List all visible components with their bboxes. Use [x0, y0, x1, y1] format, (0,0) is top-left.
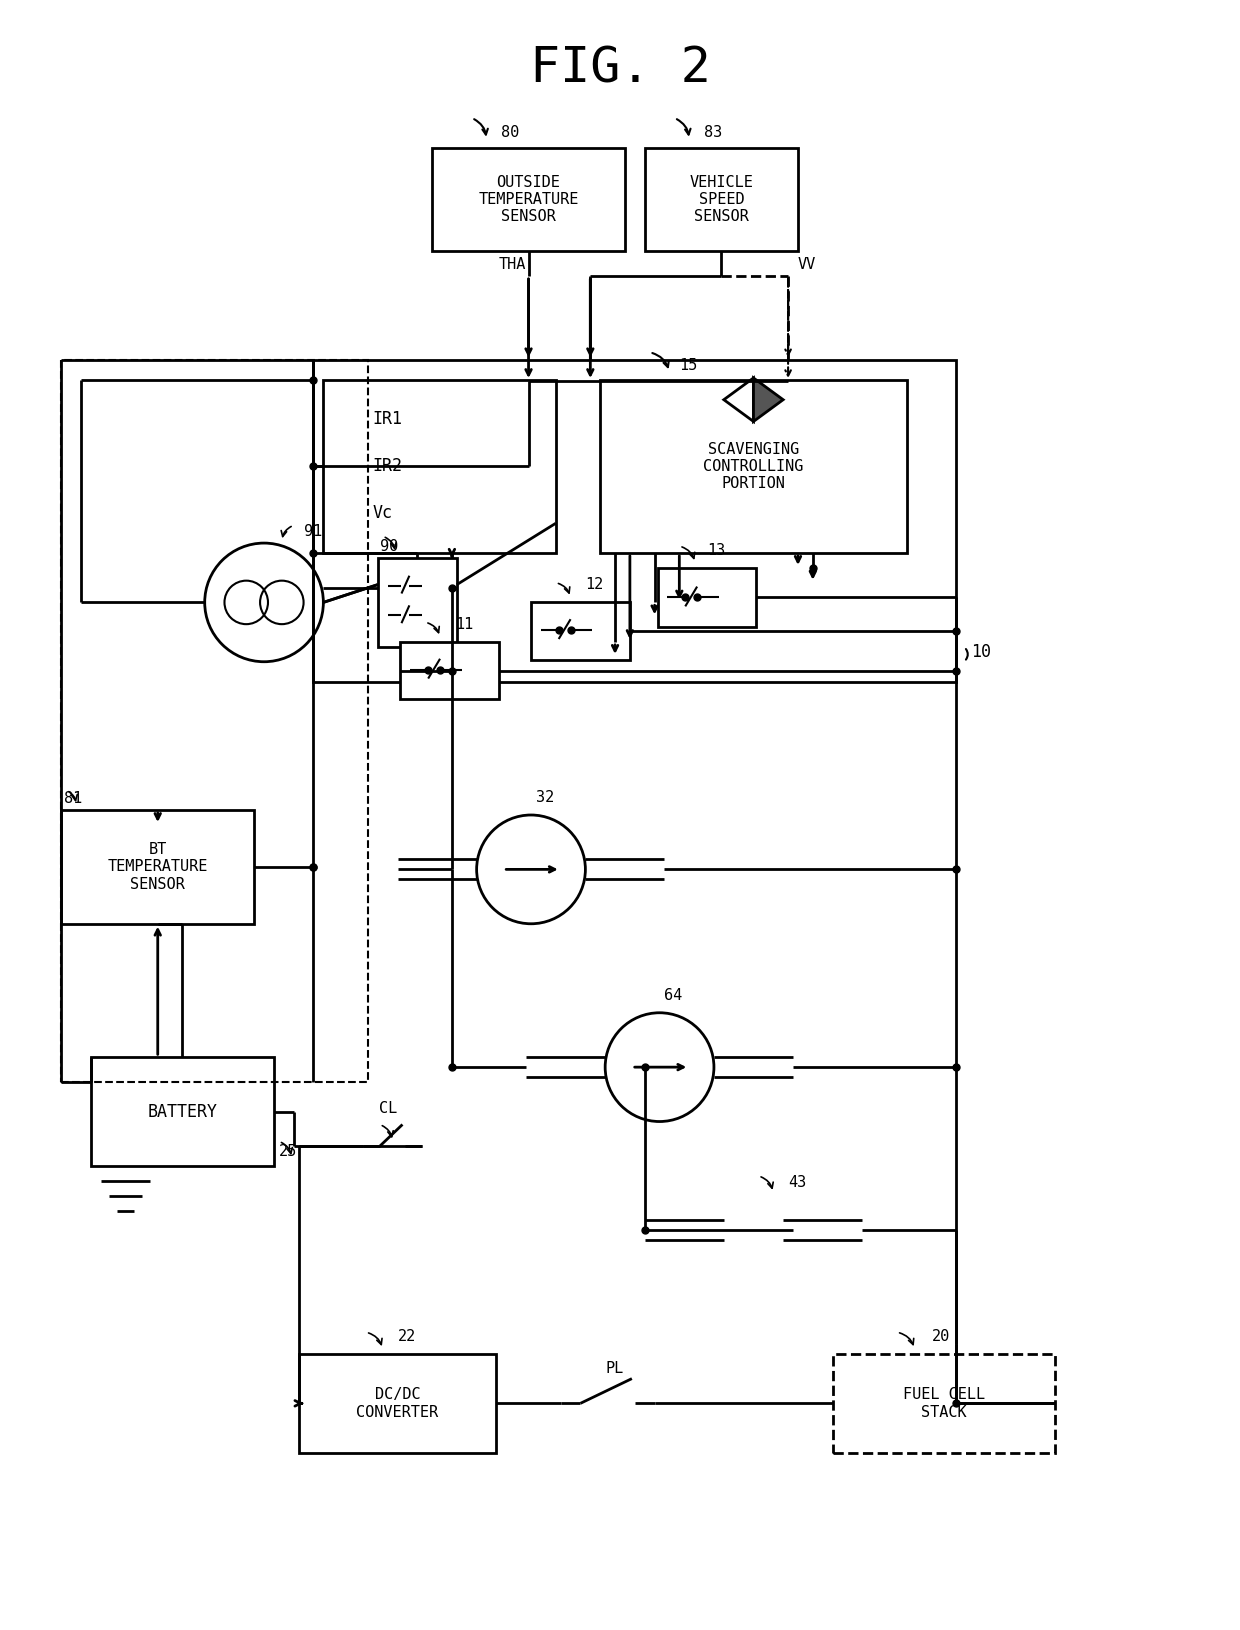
Text: CL: CL — [378, 1102, 397, 1117]
FancyBboxPatch shape — [401, 642, 500, 699]
Text: PL: PL — [606, 1361, 624, 1376]
Text: IR2: IR2 — [373, 456, 403, 474]
FancyBboxPatch shape — [531, 603, 630, 660]
Text: BATTERY: BATTERY — [148, 1102, 217, 1121]
FancyBboxPatch shape — [378, 557, 456, 647]
Text: 11: 11 — [455, 616, 474, 632]
Text: SCAVENGING
CONTROLLING
PORTION: SCAVENGING CONTROLLING PORTION — [703, 442, 804, 491]
Text: 81: 81 — [64, 791, 83, 805]
Text: 80: 80 — [501, 126, 520, 140]
Text: 12: 12 — [585, 577, 604, 592]
FancyBboxPatch shape — [645, 148, 799, 251]
FancyBboxPatch shape — [91, 1058, 274, 1165]
Text: 25: 25 — [279, 1144, 298, 1159]
FancyBboxPatch shape — [432, 148, 625, 251]
Text: OUTSIDE
TEMPERATURE
SENSOR: OUTSIDE TEMPERATURE SENSOR — [479, 174, 579, 225]
Text: BT
TEMPERATURE
SENSOR: BT TEMPERATURE SENSOR — [108, 843, 208, 892]
Text: 10: 10 — [971, 642, 991, 660]
Text: 43: 43 — [789, 1175, 806, 1190]
FancyBboxPatch shape — [832, 1355, 1055, 1452]
Text: FIG. 2: FIG. 2 — [529, 44, 711, 93]
Text: 64: 64 — [665, 988, 683, 1004]
FancyBboxPatch shape — [657, 567, 756, 628]
Text: 32: 32 — [536, 789, 554, 805]
FancyBboxPatch shape — [61, 810, 254, 924]
Text: VEHICLE
SPEED
SENSOR: VEHICLE SPEED SENSOR — [689, 174, 753, 225]
Text: 22: 22 — [398, 1328, 415, 1343]
Text: Vc: Vc — [373, 504, 393, 523]
Text: DC/DC
CONVERTER: DC/DC CONVERTER — [356, 1387, 439, 1420]
Text: 13: 13 — [707, 543, 725, 557]
Text: FUEL CELL
STACK: FUEL CELL STACK — [903, 1387, 985, 1420]
Text: VV: VV — [799, 258, 816, 272]
FancyBboxPatch shape — [299, 1355, 496, 1452]
Text: 20: 20 — [931, 1328, 950, 1343]
Polygon shape — [754, 378, 784, 422]
Text: 91: 91 — [304, 523, 322, 538]
Text: 15: 15 — [680, 357, 698, 373]
FancyBboxPatch shape — [600, 380, 906, 553]
Text: THA: THA — [498, 258, 526, 272]
Text: 90: 90 — [379, 538, 398, 554]
Text: 83: 83 — [704, 126, 722, 140]
Text: IR1: IR1 — [373, 411, 403, 429]
FancyBboxPatch shape — [324, 380, 556, 553]
